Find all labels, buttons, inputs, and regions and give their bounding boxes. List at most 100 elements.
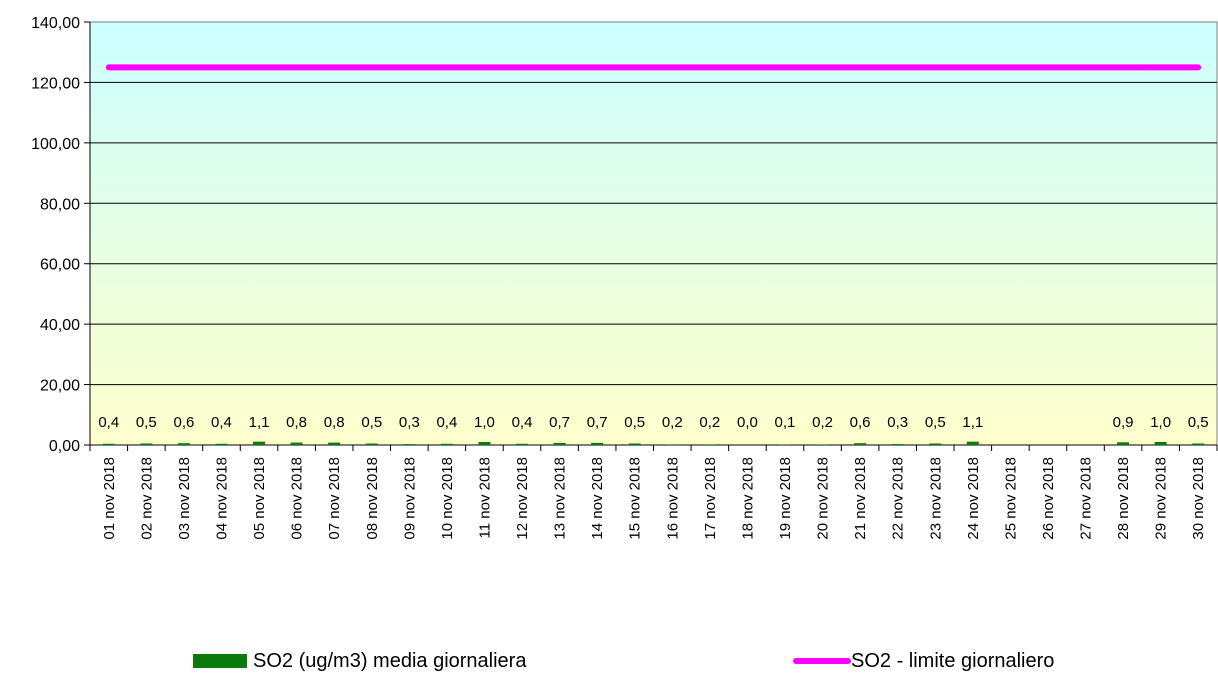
bar-data-label: 1,0: [1150, 414, 1171, 431]
x-tick-label: 29 nov 2018: [1153, 457, 1170, 540]
x-tick-label: 24 nov 2018: [965, 457, 982, 540]
y-tick-label: 80,00: [40, 196, 80, 213]
y-tick-label: 100,00: [31, 136, 80, 153]
y-tick-label: 120,00: [31, 75, 80, 92]
bar: [478, 442, 490, 445]
bar: [854, 443, 866, 445]
bar-data-label: 1,1: [962, 414, 983, 431]
bar: [328, 443, 340, 445]
bar: [366, 443, 378, 445]
x-axis: 01 nov 2018 02 nov 2018 03 nov 2018 04 nov …: [90, 445, 1217, 540]
plot-area-background: [90, 22, 1217, 445]
bar-data-label: 0,5: [361, 414, 382, 431]
bar-data-label: 0,1: [775, 414, 796, 431]
bar-data-label: 0,8: [286, 414, 307, 431]
x-tick-label: 03 nov 2018: [176, 457, 193, 540]
x-tick-label: 06 nov 2018: [289, 457, 306, 540]
bar-data-label: 0,2: [699, 414, 720, 431]
x-tick-label: 16 nov 2018: [664, 457, 681, 540]
x-tick-label: 05 nov 2018: [251, 457, 268, 540]
x-tick-label: 27 nov 2018: [1078, 457, 1095, 540]
x-tick-label: 01 nov 2018: [101, 457, 118, 540]
bar: [629, 443, 641, 445]
bar-data-label: 0,6: [173, 414, 194, 431]
legend-swatch-line: [793, 658, 851, 664]
bar: [403, 444, 415, 445]
bar: [516, 444, 528, 445]
bar: [554, 443, 566, 445]
bar-data-label: 0,4: [211, 414, 232, 431]
x-tick-label: 15 nov 2018: [627, 457, 644, 540]
y-tick-label: 40,00: [40, 317, 80, 334]
bar-data-label: 1,1: [249, 414, 270, 431]
bar-data-label: 0,9: [1113, 414, 1134, 431]
x-tick-label: 12 nov 2018: [514, 457, 531, 540]
legend-item-line-series: SO2 - limite giornaliero: [793, 650, 1054, 672]
x-tick-label: 28 nov 2018: [1115, 457, 1132, 540]
legend-label-line: SO2 - limite giornaliero: [851, 650, 1054, 673]
bar-data-label: 0,8: [324, 414, 345, 431]
bar-data-label: 0,3: [887, 414, 908, 431]
legend-swatch-bar: [193, 654, 247, 668]
bar: [1117, 442, 1129, 445]
bar: [929, 443, 941, 445]
legend-item-bar-series: SO2 (ug/m3) media giornaliera: [193, 650, 526, 672]
x-tick-label: 22 nov 2018: [890, 457, 907, 540]
bar-data-label: 0,4: [436, 414, 457, 431]
bar: [817, 444, 829, 445]
bar: [140, 443, 152, 445]
bar-data-label: 0,7: [587, 414, 608, 431]
bar-data-label: 0,3: [399, 414, 420, 431]
bar-data-label: 0,6: [850, 414, 871, 431]
y-tick-label: 140,00: [31, 15, 80, 32]
bar: [666, 444, 678, 445]
x-tick-label: 02 nov 2018: [138, 457, 155, 540]
bar-data-label: 0,5: [136, 414, 157, 431]
y-tick-label: 60,00: [40, 257, 80, 274]
x-tick-label: 04 nov 2018: [213, 457, 230, 540]
bar: [1155, 442, 1167, 445]
bar: [103, 444, 115, 445]
bar-data-label: 0,5: [624, 414, 645, 431]
x-tick-label: 20 nov 2018: [815, 457, 832, 540]
y-tick-label: 20,00: [40, 378, 80, 395]
x-tick-label: 21 nov 2018: [852, 457, 869, 540]
x-tick-label: 07 nov 2018: [326, 457, 343, 540]
bar: [704, 444, 716, 445]
bar: [441, 444, 453, 445]
y-axis: 0,00 20,00 40,00 60,00 80,00 100,00 120,00 140,…: [31, 15, 90, 455]
x-tick-label: 08 nov 2018: [364, 457, 381, 540]
x-tick-label: 10 nov 2018: [439, 457, 456, 540]
bar-data-label: 0,5: [1188, 414, 1209, 431]
bar-data-label: 0,2: [662, 414, 683, 431]
x-tick-label: 09 nov 2018: [401, 457, 418, 540]
x-tick-label: 25 nov 2018: [1002, 457, 1019, 540]
x-tick-label: 18 nov 2018: [739, 457, 756, 540]
bar: [967, 442, 979, 445]
bar-data-label: 1,0: [474, 414, 495, 431]
bar: [253, 442, 265, 445]
x-tick-label: 11 nov 2018: [476, 457, 493, 538]
bar-data-label: 0,4: [512, 414, 533, 431]
x-tick-label: 23 nov 2018: [927, 457, 944, 540]
x-tick-label: 14 nov 2018: [589, 457, 606, 540]
bar: [215, 444, 227, 445]
bar-data-label: 0,2: [812, 414, 833, 431]
x-tick-label: 30 nov 2018: [1190, 457, 1207, 540]
x-tick-label: 13 nov 2018: [552, 457, 569, 540]
y-tick-label: 0,00: [49, 438, 80, 455]
bar: [591, 443, 603, 445]
bar: [892, 444, 904, 445]
bar-data-label: 0,7: [549, 414, 570, 431]
bar: [178, 443, 190, 445]
bar-data-label: 0,0: [737, 414, 758, 431]
x-tick-label: 26 nov 2018: [1040, 457, 1057, 540]
bar-data-label: 0,5: [925, 414, 946, 431]
x-tick-label: 17 nov 2018: [702, 457, 719, 540]
bar-data-label: 0,4: [98, 414, 119, 431]
legend-label-bar: SO2 (ug/m3) media giornaliera: [253, 650, 526, 673]
bar: [291, 443, 303, 445]
bar: [1192, 443, 1204, 445]
